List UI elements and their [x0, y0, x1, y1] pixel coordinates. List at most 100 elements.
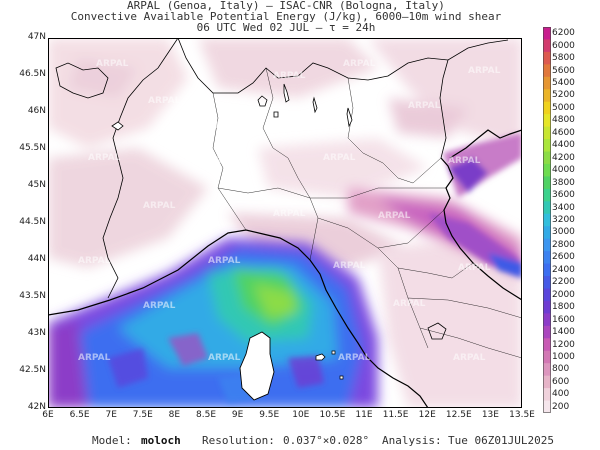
watermark-text: ARPAL — [208, 353, 241, 363]
small-island — [331, 350, 336, 355]
watermark-text: ARPAL — [333, 261, 366, 271]
colorbar-level-label: 1400 — [552, 327, 575, 338]
colorbar-level-label: 2400 — [552, 264, 575, 275]
colorbar-level-label: 600 — [552, 376, 570, 387]
longitude-label: 10E — [292, 410, 310, 420]
colorbar-swatch — [543, 325, 551, 339]
colorbar-level-label: 1200 — [552, 339, 575, 350]
colorbar-swatch — [543, 101, 551, 115]
analysis-value: Tue 06Z01JUL2025 — [448, 434, 554, 447]
colorbar-swatch — [543, 39, 551, 53]
colorbar-level-label: 200 — [552, 401, 570, 412]
colorbar-level-label: 2800 — [552, 239, 575, 250]
longitude-label: 7.5E — [132, 410, 153, 420]
colorbar-level-label: 800 — [552, 364, 570, 375]
watermark-text: ARPAL — [148, 96, 181, 106]
watermark-text: ARPAL — [78, 353, 111, 363]
colorbar-level-label: 3200 — [552, 215, 575, 225]
colorbar-swatch — [543, 64, 551, 78]
watermark-text: ARPAL — [393, 299, 426, 309]
longitude-label: 11E — [355, 410, 373, 420]
latitude-label: 46.5N — [19, 69, 46, 79]
colorbar-level-label: 3000 — [552, 227, 575, 238]
longitude-label: 11.5E — [382, 410, 409, 420]
longitude-label: 12E — [418, 410, 436, 420]
colorbar-level-label: 4800 — [552, 115, 575, 126]
watermark-text: ARPAL — [338, 353, 371, 363]
colorbar-swatch — [543, 226, 551, 240]
colorbar-swatch — [543, 238, 551, 252]
colorbar-swatch — [543, 375, 551, 389]
latitude-label: 42N — [27, 402, 46, 412]
header-valid-time: 06 UTC Wed 02 JUL – τ = 24h — [196, 21, 376, 34]
watermark-text: ARPAL — [378, 211, 411, 221]
latitude-label: 43N — [27, 328, 46, 338]
colorbar-swatch — [543, 89, 551, 103]
latitude-label: 44N — [27, 254, 46, 264]
watermark-text: ARPAL — [273, 71, 306, 81]
colorbar-level-label: 3400 — [552, 202, 575, 213]
colorbar-level-label: 4200 — [552, 152, 575, 163]
map-frame — [48, 38, 522, 408]
longitude-label: 13E — [481, 410, 499, 420]
colorbar-swatch — [543, 163, 551, 177]
watermark-text: ARPAL — [208, 121, 241, 131]
latitude-label: 43.5N — [19, 291, 46, 301]
colorbar-swatch — [543, 388, 551, 402]
longitude-label: 8.5E — [196, 410, 216, 420]
watermark-text: ARPAL — [273, 209, 306, 219]
colorbar-level-label: 5800 — [552, 53, 575, 64]
colorbar-swatch — [543, 288, 551, 302]
colorbar-swatch — [543, 27, 551, 40]
colorbar-level-label: 5200 — [552, 90, 575, 101]
colorbar-swatch — [543, 400, 551, 413]
land-cape-low-field — [48, 38, 522, 408]
adriatic-cape-core — [428, 133, 522, 278]
arpal-watermarks: ARPAL ARPAL ARPAL ARPAL ARPAL ARPAL ARPA… — [78, 59, 501, 363]
colorbar-swatch — [543, 263, 551, 277]
colorbar-swatch — [543, 139, 551, 153]
watermark-text: ARPAL — [408, 101, 441, 111]
colorbar-level-label: 3600 — [552, 190, 575, 201]
colorbar-level-label: 5400 — [552, 78, 575, 89]
watermark-text: ARPAL — [448, 156, 481, 166]
watermark-text: ARPAL — [208, 156, 241, 166]
sea-cape-details — [108, 333, 324, 403]
colorbar-swatch — [543, 300, 551, 314]
corsica-island — [239, 331, 275, 401]
latitude-label: 46N — [27, 106, 46, 116]
model-value: moloch — [141, 434, 181, 447]
colorbar-level-label: 6200 — [552, 28, 575, 39]
colorbar-swatch — [543, 51, 551, 65]
colorbar-level-label: 6000 — [552, 40, 575, 51]
colorbar-level-label: 1000 — [552, 351, 575, 362]
longitude-label: 12.5E — [445, 410, 472, 420]
cape-map: ARPAL ARPAL ARPAL ARPAL ARPAL ARPAL ARPA… — [48, 38, 522, 408]
alpine-lakes — [111, 83, 353, 131]
longitude-label: 6E — [42, 410, 54, 420]
longitude-label: 7E — [105, 410, 117, 420]
colorbar-swatch — [543, 251, 551, 265]
colorbar-frame — [543, 27, 551, 413]
colorbar-swatch — [543, 313, 551, 327]
colorbar-swatch — [543, 213, 551, 227]
watermark-text: ARPAL — [468, 66, 501, 76]
longitude-label: 6.5E — [69, 410, 90, 420]
analysis-label: Analysis: — [382, 434, 442, 447]
adriatic-coastline-north — [449, 129, 522, 159]
latitude-label: 42.5N — [19, 365, 46, 375]
longitude-label: 13.5E — [509, 410, 535, 420]
resolution-label: Resolution: — [202, 434, 275, 447]
colorbar-swatch — [543, 76, 551, 90]
colorbar-level-label: 4000 — [552, 165, 575, 176]
colorbar-swatch — [543, 201, 551, 215]
watermark-text: ARPAL — [458, 263, 491, 273]
latitude-label: 45N — [27, 180, 46, 190]
colorbar-swatch — [543, 126, 551, 140]
latitude-label: 47N — [27, 32, 46, 42]
latitude-label: 45.5N — [19, 143, 46, 153]
colorbar — [543, 27, 551, 413]
resolution-value: 0.037°×0.028° — [283, 434, 370, 447]
longitude-label: 8E — [168, 410, 181, 420]
colorbar-swatch — [543, 338, 551, 352]
